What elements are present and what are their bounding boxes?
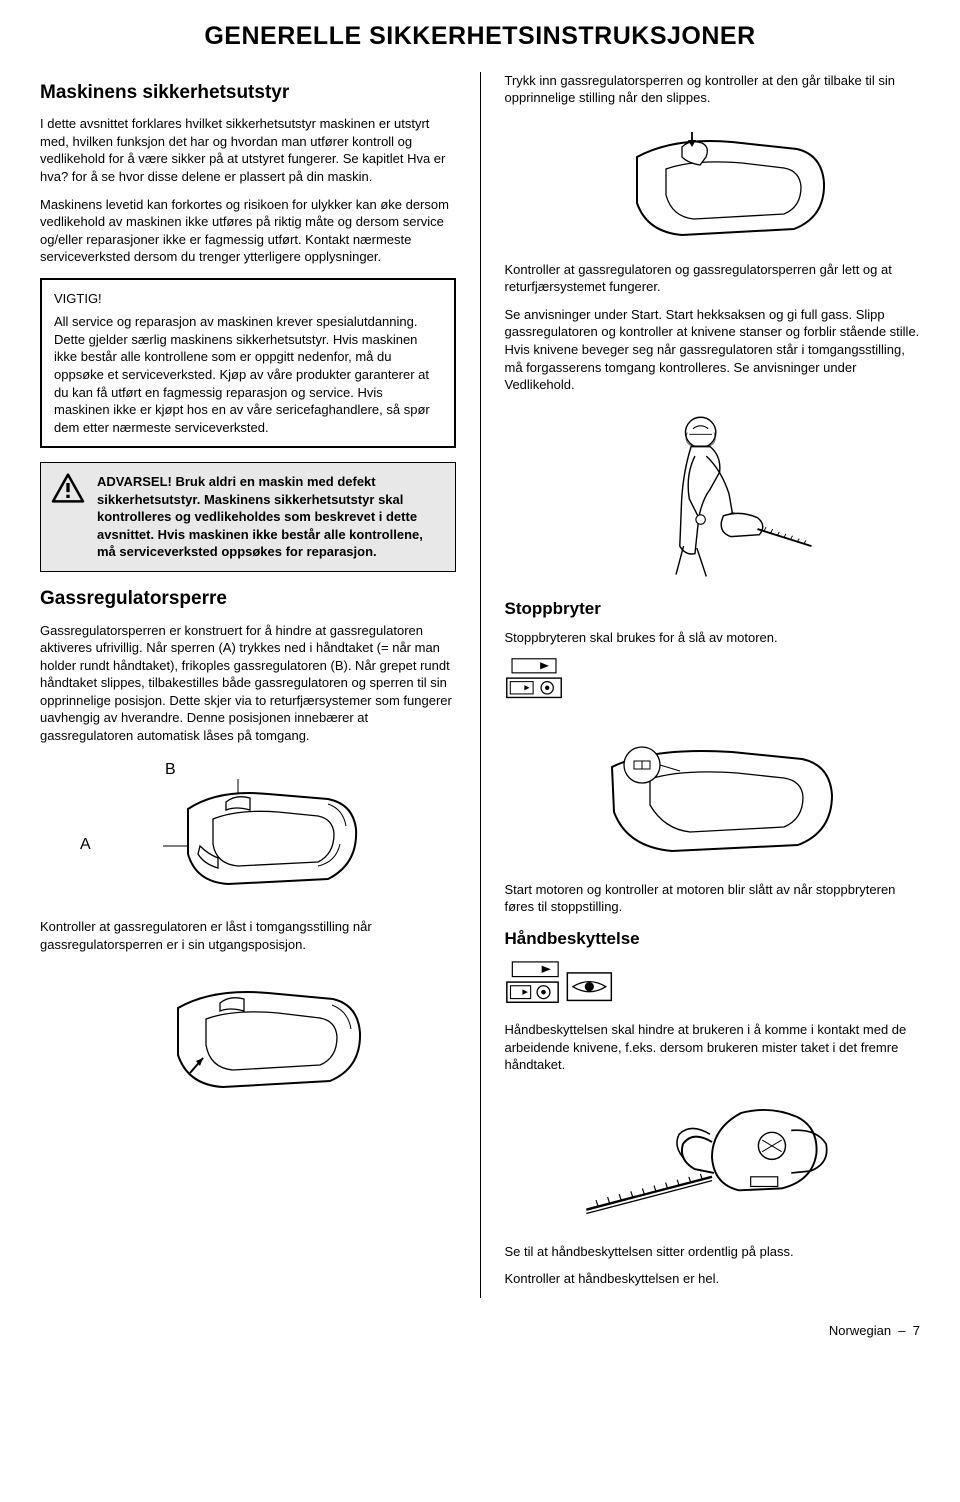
para-hand-2: Se til at håndbeskyttelsen sitter ordent… — [505, 1243, 921, 1261]
right-column: Trykk inn gassregulatorsperren og kontro… — [505, 72, 921, 1298]
para-intro-1: I dette avsnittet forklares hvilket sikk… — [40, 115, 456, 185]
column-divider — [480, 72, 481, 1298]
heading-gassregulatorsperre: Gassregulatorsperre — [40, 586, 456, 612]
label-b: B — [165, 759, 176, 781]
footer-page: 7 — [913, 1323, 920, 1338]
label-a: A — [80, 834, 91, 856]
page-title: GENERELLE SIKKERHETSINSTRUKSJONER — [40, 20, 920, 54]
stop-switch-icon — [505, 656, 921, 707]
hand-guard-icons — [505, 959, 921, 1012]
para-gass-1: Gassregulatorsperren er konstruert for å… — [40, 622, 456, 745]
heading-handbeskyttelse: Håndbeskyttelse — [505, 928, 921, 951]
important-title: VIGTIG! — [54, 290, 442, 308]
two-column-layout: Maskinens sikkerhetsutstyr I dette avsni… — [40, 72, 920, 1298]
warning-box: ADVARSEL! Bruk aldri en maskin med defek… — [40, 462, 456, 572]
warning-text: ADVARSEL! Bruk aldri en maskin med defek… — [97, 473, 443, 561]
para-hand-1: Håndbeskyttelsen skal hindre at brukeren… — [505, 1021, 921, 1074]
heading-stoppbryter: Stoppbryter — [505, 598, 921, 621]
para-gass-2: Kontroller at gassregulatoren er låst i … — [40, 918, 456, 953]
warning-triangle-icon — [51, 473, 85, 503]
footer-lang: Norwegian — [829, 1323, 891, 1338]
figure-operator — [505, 404, 921, 584]
para-intro-2: Maskinens levetid kan forkortes og risik… — [40, 196, 456, 266]
figure-hedge-trimmer — [505, 1084, 921, 1229]
important-body: All service og reparasjon av maskinen kr… — [54, 313, 442, 436]
para-right-2: Kontroller at gassregulatoren og gassreg… — [505, 261, 921, 296]
para-stopp-2: Start motoren og kontroller at motoren b… — [505, 881, 921, 916]
para-right-1: Trykk inn gassregulatorsperren og kontro… — [505, 72, 921, 107]
figure-handle-ab: A B — [40, 754, 456, 904]
para-hand-3: Kontroller at håndbeskyttelsen er hel. — [505, 1270, 921, 1288]
heading-maskinens: Maskinens sikkerhetsutstyr — [40, 80, 456, 106]
figure-handle-2 — [40, 963, 456, 1103]
para-stopp-1: Stoppbryteren skal brukes for å slå av m… — [505, 629, 921, 647]
figure-stop-switch — [505, 717, 921, 867]
important-box: VIGTIG! All service og reparasjon av mas… — [40, 278, 456, 448]
page-footer: Norwegian – 7 — [40, 1322, 920, 1340]
left-column: Maskinens sikkerhetsutstyr I dette avsni… — [40, 72, 456, 1298]
figure-handle-press — [505, 117, 921, 247]
para-right-3: Se anvisninger under Start. Start hekksa… — [505, 306, 921, 394]
